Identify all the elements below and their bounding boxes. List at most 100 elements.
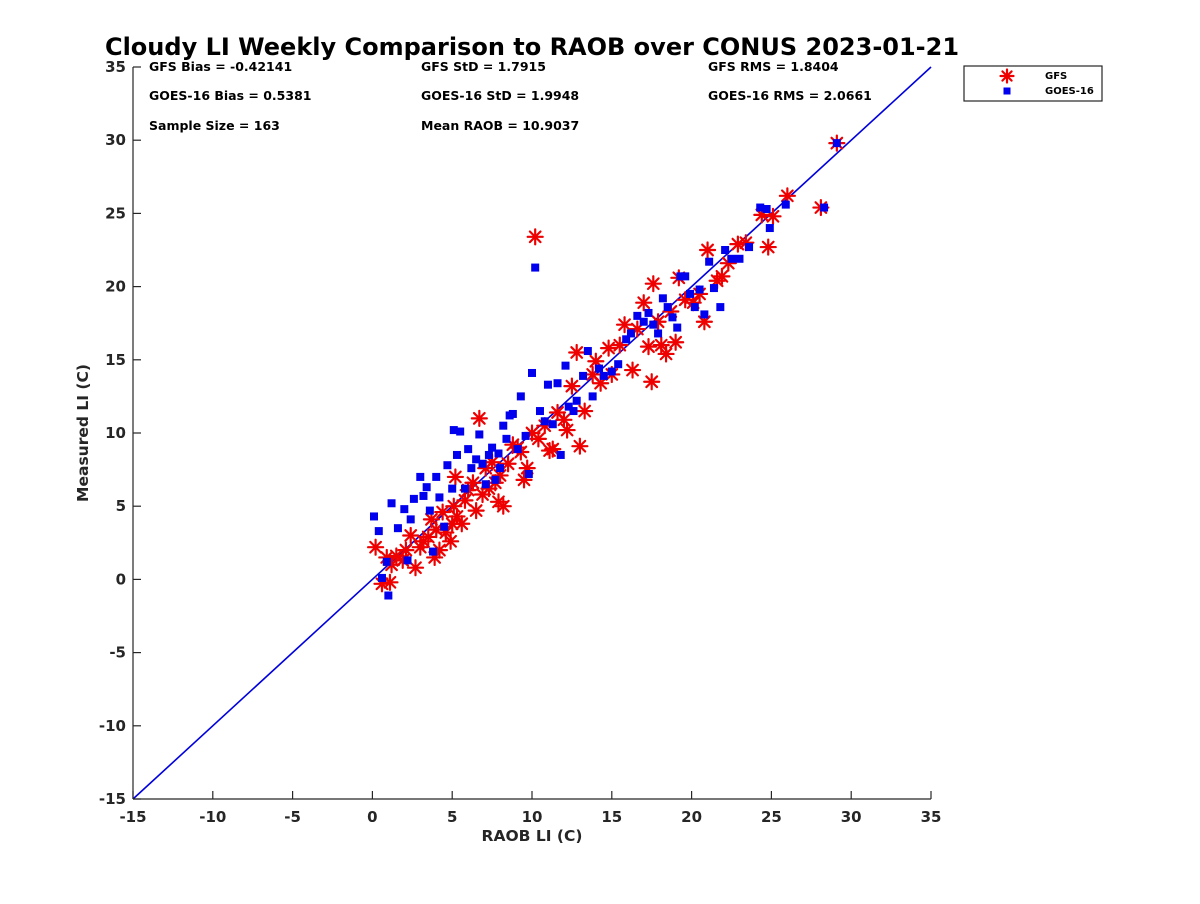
goes16-point: [745, 243, 754, 252]
chart-title: Cloudy LI Weekly Comparison to RAOB over…: [105, 33, 959, 61]
gfs-point: [623, 361, 642, 379]
gfs-point: [563, 377, 581, 395]
goes16-point: [540, 417, 549, 426]
goes16-point: [475, 430, 484, 439]
y-tick-label: -10: [99, 717, 126, 735]
goes16-point: [639, 317, 648, 326]
goes16-point: [705, 257, 714, 266]
gfs-point: [446, 468, 464, 486]
goes16-point: [481, 480, 490, 489]
goes16-point: [502, 434, 511, 443]
goes16-point: [384, 591, 393, 600]
stat-sample-size: Sample Size = 163: [149, 118, 280, 133]
goes16-point: [448, 484, 457, 493]
goes16-point: [556, 450, 565, 459]
gfs-point: [600, 339, 618, 357]
y-tick-label: 5: [116, 497, 126, 515]
goes16-point: [663, 303, 672, 312]
goes16-point: [488, 443, 497, 452]
legend-gfs-marker: [999, 68, 1015, 84]
y-tick-label: 30: [105, 131, 126, 149]
legend-goes16-symbol: [1003, 87, 1011, 95]
goes16-point: [553, 379, 562, 388]
gfs-point: [657, 345, 675, 363]
y-tick-label: -15: [99, 790, 126, 808]
stat-gfs-std: GFS StD = 1.7915: [421, 59, 546, 74]
gfs-point: [698, 241, 717, 259]
goes16-point: [820, 203, 829, 212]
goes16-point: [449, 426, 458, 435]
legend: GFS GOES-16: [963, 65, 1103, 102]
goes16-point: [721, 246, 730, 254]
goes16-point: [588, 392, 597, 401]
goes16-point: [564, 402, 573, 411]
gfs-point: [548, 403, 567, 422]
legend-gfs-label: GFS: [1045, 71, 1067, 82]
x-tick-label: 35: [921, 808, 942, 826]
goes16-point: [654, 329, 663, 338]
goes16-point: [524, 469, 533, 478]
goes16-point: [516, 392, 525, 401]
goes16-point: [377, 573, 386, 582]
x-tick-label: 30: [841, 808, 862, 826]
goes16-point: [400, 505, 409, 514]
goes16-point: [700, 310, 709, 319]
goes16-point: [369, 512, 378, 521]
gfs-point: [643, 373, 661, 391]
goes16-point: [626, 329, 635, 338]
goes16-point: [467, 464, 476, 473]
tick-layer: -15 -10 -5 0 5 10 15 20 25 30 35 -15 -10 -5 0 5 10 15 20 25…: [99, 58, 942, 826]
goes16-point: [727, 254, 736, 263]
stat-gfs-rms: GFS RMS = 1.8404: [708, 59, 839, 74]
gfs-point: [713, 267, 731, 285]
y-tick-label: 20: [105, 278, 126, 296]
goes16-point: [440, 522, 449, 531]
gfs-point: [759, 238, 777, 256]
y-axis-label: Measured LI (C): [74, 364, 92, 502]
goes16-point: [472, 455, 481, 464]
gfs-point: [453, 515, 471, 533]
x-tick-label: 10: [522, 808, 543, 826]
goes16-point: [543, 380, 552, 389]
goes16-point: [765, 224, 774, 233]
goes16-point: [416, 472, 425, 481]
goes16-point: [393, 524, 402, 533]
goes16-point: [374, 527, 383, 536]
gfs-point: [615, 316, 634, 334]
goes16-point: [690, 303, 699, 312]
goes16-point: [508, 409, 517, 418]
gfs-point: [381, 573, 399, 591]
goes16-point: [709, 284, 718, 293]
x-tick-label: 25: [761, 808, 782, 826]
x-tick-label: -5: [284, 808, 301, 826]
goes16-point: [622, 335, 631, 344]
goes16-point: [478, 459, 487, 468]
goes16-point: [521, 431, 530, 440]
x-tick-label: -10: [199, 808, 226, 826]
x-tick-label: -15: [119, 808, 146, 826]
gfs-point: [571, 437, 589, 455]
stats-block: GFS Bias = -0.42141 GOES-16 Bias = 0.538…: [149, 59, 872, 133]
goes16-point: [422, 483, 431, 492]
goes16-point: [452, 450, 461, 459]
goes16-point: [429, 547, 438, 556]
y-tick-label: 15: [105, 351, 126, 369]
goes16-point: [464, 445, 473, 454]
goes16-point: [456, 427, 465, 436]
goes16-point: [535, 407, 544, 416]
legend-goes16-marker: [1003, 87, 1011, 95]
gfs-point: [470, 409, 488, 427]
goes16-point: [569, 407, 578, 416]
goes16-point: [425, 506, 434, 515]
gfs-point: [422, 510, 441, 528]
gfs-point: [526, 228, 544, 246]
x-tick-label: 15: [601, 808, 622, 826]
goes16-point: [599, 371, 608, 380]
goes16-point: [762, 205, 771, 214]
goes16-point: [387, 499, 396, 508]
goes16-point: [561, 361, 570, 370]
goes16-point: [409, 494, 418, 503]
gfs-point: [434, 503, 452, 521]
goes16-point: [382, 557, 391, 566]
